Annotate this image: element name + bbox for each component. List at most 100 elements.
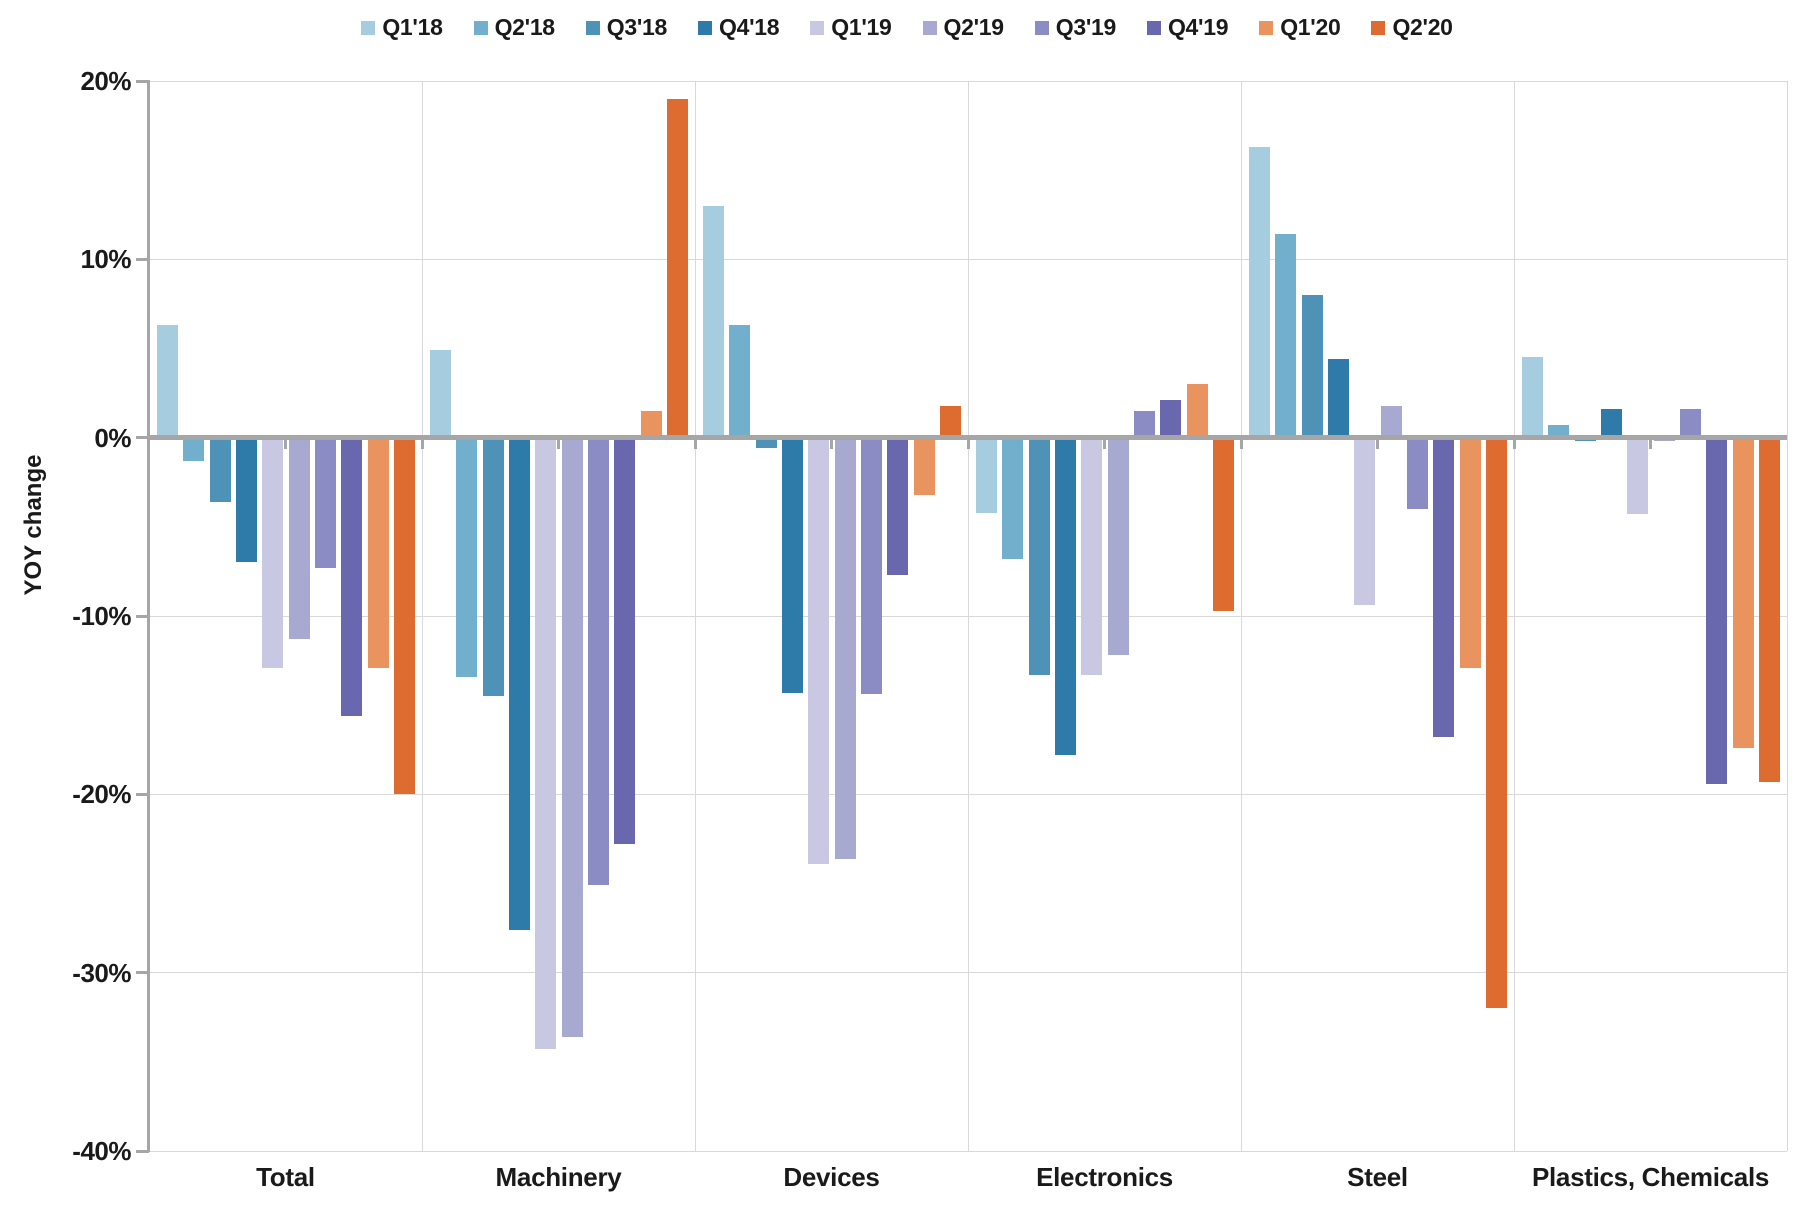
bar-machinery-q119 xyxy=(535,437,557,1050)
y-axis-tick-label: -20% xyxy=(72,779,131,810)
x-axis-category-label: Plastics, Chemicals xyxy=(1531,1162,1770,1192)
x-axis-category-label: Devices xyxy=(783,1162,880,1192)
bar-electronics-q218 xyxy=(1002,437,1024,559)
y-axis-tickmark xyxy=(136,792,149,796)
legend-label: Q3'19 xyxy=(1055,14,1117,40)
bar-plastics-chemicals-q118 xyxy=(1522,357,1543,438)
x-axis-tickmark xyxy=(557,439,560,449)
bar-plastics-chemicals-q218 xyxy=(1548,425,1570,438)
x-axis-tickmark xyxy=(1376,439,1379,449)
bar-devices-q120 xyxy=(913,437,935,495)
category-separator xyxy=(1240,81,1242,1151)
bar-electronics-q318 xyxy=(1028,437,1050,675)
bar-total-q219 xyxy=(288,437,310,640)
y-axis-tickmark xyxy=(136,1149,149,1153)
legend-label: Q2'19 xyxy=(943,14,1005,40)
bar-electronics-q319 xyxy=(1134,410,1156,438)
x-axis-category-label: Total xyxy=(256,1162,315,1192)
y-axis-tick-label: -10% xyxy=(72,601,131,631)
x-axis-category-label: Steel xyxy=(1347,1162,1408,1192)
x-axis-tickmark xyxy=(693,439,697,449)
bar-devices-q418 xyxy=(782,437,804,693)
x-axis-tickmark xyxy=(1649,439,1652,449)
bar-machinery-q118 xyxy=(430,350,451,438)
category-separator xyxy=(1786,81,1788,1151)
bar-steel-q118 xyxy=(1249,146,1270,438)
bar-plastics-chemicals-q119 xyxy=(1627,437,1649,515)
y-axis-tickmark xyxy=(136,79,149,83)
legend-label: Q2'20 xyxy=(1392,14,1453,40)
bar-steel-q318 xyxy=(1301,295,1323,438)
bar-steel-q218 xyxy=(1275,234,1297,438)
legend-label: Q3'18 xyxy=(606,14,668,40)
bar-total-q119 xyxy=(262,437,284,668)
bar-devices-q319 xyxy=(861,437,883,695)
x-axis-category-label: Machinery xyxy=(495,1162,622,1192)
legend-swatch-icon xyxy=(1259,20,1274,35)
legend-label: Q1'18 xyxy=(382,14,443,40)
x-axis-tickmark xyxy=(420,439,424,449)
legend-swatch-icon xyxy=(1146,20,1161,35)
category-separator xyxy=(694,81,696,1151)
bar-devices-q219 xyxy=(834,437,856,859)
bar-total-q318 xyxy=(209,437,231,502)
bar-steel-q219 xyxy=(1380,405,1402,438)
bar-devices-q218 xyxy=(729,325,751,438)
legend-item-q419: Q4'19 xyxy=(1146,14,1229,41)
bar-devices-q419 xyxy=(887,437,909,575)
y-axis-title: YOY change xyxy=(20,454,47,596)
chart-legend: Q1'18 Q2'18 Q3'18 Q4'18 Q1'19 Q2'19 Q3'19 Q4'19… xyxy=(0,14,1814,41)
bar-devices-q118 xyxy=(703,205,724,438)
bar-machinery-q219 xyxy=(561,437,583,1037)
x-axis-tickmark xyxy=(284,439,287,449)
legend-label: Q1'20 xyxy=(1280,14,1341,40)
legend-swatch-icon xyxy=(1034,20,1049,35)
bar-total-q120 xyxy=(367,437,389,668)
bar-devices-q318 xyxy=(755,437,777,449)
bar-steel-q418 xyxy=(1328,359,1350,438)
bar-devices-q119 xyxy=(808,437,830,864)
bar-electronics-q120 xyxy=(1186,384,1208,438)
bar-steel-q319 xyxy=(1407,437,1429,509)
legend-item-q119: Q1'19 xyxy=(810,14,892,41)
bar-machinery-q419 xyxy=(614,437,636,845)
legend-item-q319: Q3'19 xyxy=(1034,14,1117,41)
y-axis-tick-label: 0% xyxy=(94,422,131,453)
x-axis-zero-line xyxy=(147,435,1787,441)
y-axis-tickmark xyxy=(136,257,149,261)
bar-steel-q419 xyxy=(1433,437,1455,738)
bar-devices-q220 xyxy=(940,405,962,438)
legend-item-q418: Q4'18 xyxy=(698,14,780,41)
bar-plastics-chemicals-q419 xyxy=(1706,437,1728,784)
bar-plastics-chemicals-q319 xyxy=(1680,409,1702,438)
legend-swatch-icon xyxy=(473,20,488,35)
y-axis-tick-label: 20% xyxy=(80,66,131,96)
legend-swatch-icon xyxy=(922,20,937,35)
bar-electronics-q119 xyxy=(1081,437,1103,675)
bar-steel-q120 xyxy=(1459,437,1481,668)
legend-item-q318: Q3'18 xyxy=(585,14,668,41)
legend-item-q118: Q1'18 xyxy=(361,14,443,41)
legend-item-q220: Q2'20 xyxy=(1371,14,1453,41)
bar-electronics-q118 xyxy=(976,437,997,513)
y-axis-tick-label: -40% xyxy=(72,1136,131,1166)
bar-plastics-chemicals-q120 xyxy=(1732,437,1754,748)
legend-label: Q2'18 xyxy=(494,14,556,40)
legend-item-q218: Q2'18 xyxy=(473,14,556,41)
x-axis-tickmark xyxy=(830,439,833,449)
legend-label: Q4'18 xyxy=(719,14,780,40)
bar-machinery-q218 xyxy=(456,437,478,677)
legend-label: Q4'19 xyxy=(1167,14,1229,40)
bar-electronics-q419 xyxy=(1160,400,1182,438)
legend-swatch-icon xyxy=(810,20,825,35)
bar-machinery-q418 xyxy=(509,437,531,930)
y-axis-tick-label: 10% xyxy=(80,244,131,275)
bar-total-q418 xyxy=(236,437,258,563)
bar-total-q118 xyxy=(157,325,178,438)
category-separator xyxy=(421,81,423,1151)
bar-steel-q220 xyxy=(1486,437,1508,1009)
x-axis-tickmark xyxy=(1239,439,1243,449)
x-axis-tickmark xyxy=(1103,439,1106,449)
bar-electronics-q220 xyxy=(1213,437,1235,611)
